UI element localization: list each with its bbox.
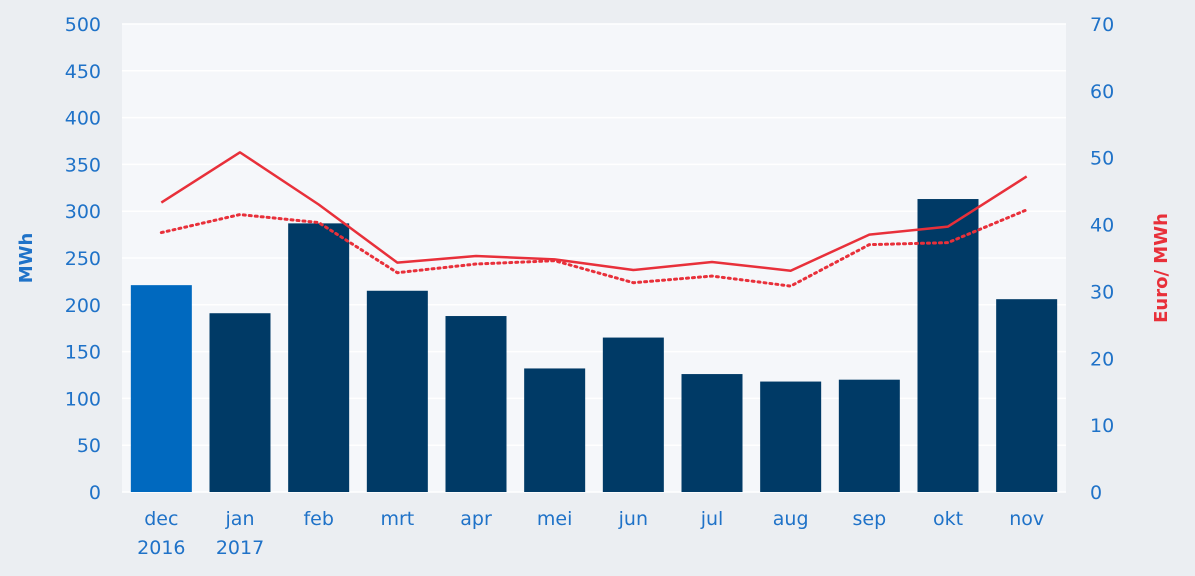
left-tick-label: 350 [65, 154, 101, 176]
bar-aug [760, 381, 822, 492]
right-axis-ticks: 0 10 20 30 40 50 60 70 [1090, 14, 1114, 504]
bar-jun [602, 337, 664, 492]
right-axis-title: Euro/ MWh [1151, 213, 1172, 323]
category-label: jan [225, 508, 255, 530]
category-label: nov [1009, 508, 1044, 530]
left-tick-label: 100 [65, 388, 101, 410]
category-label: dec [144, 508, 178, 530]
bar-nov [996, 299, 1058, 492]
bar-mrt [366, 290, 428, 492]
right-tick-label: 40 [1090, 215, 1114, 237]
left-tick-label: 50 [77, 435, 101, 457]
right-tick-label: 0 [1090, 482, 1102, 504]
category-label: aug [773, 508, 809, 530]
left-tick-label: 250 [65, 248, 101, 270]
category-label: jul [700, 508, 724, 530]
line-series-solid [160, 151, 1028, 272]
category-label: 2017 [216, 537, 264, 559]
right-tick-label: 10 [1090, 415, 1114, 437]
left-tick-label: 300 [65, 201, 101, 223]
category-label: sep [853, 508, 887, 530]
left-tick-label: 450 [65, 61, 101, 83]
left-tick-label: 0 [89, 482, 101, 504]
bar-apr [445, 316, 507, 492]
bar-jan [209, 313, 271, 492]
grid-lines [122, 23, 1066, 493]
category-label: okt [933, 508, 963, 530]
category-label: jun [618, 508, 648, 530]
line-series [159, 151, 1029, 288]
bar-okt [917, 199, 979, 493]
category-label: apr [460, 508, 492, 530]
left-tick-label: 200 [65, 295, 101, 317]
left-tick-label: 500 [65, 14, 101, 36]
right-tick-label: 70 [1090, 14, 1114, 36]
bar-series [130, 199, 1058, 493]
bar-sep [838, 379, 900, 492]
category-label: mrt [380, 508, 414, 530]
category-axis-ticks: dec 2016 jan 2017 feb mrt apr mei jun jul aug sep ok… [137, 508, 1044, 559]
bar-feb [288, 223, 350, 493]
bar-jul [681, 374, 743, 492]
left-axis-ticks: 0 50 100 150 200 250 300 350 400 450 500 [65, 14, 101, 504]
category-label: feb [303, 508, 333, 530]
right-tick-label: 30 [1090, 281, 1114, 303]
bar-mei [524, 368, 586, 492]
left-tick-label: 400 [65, 108, 101, 130]
line-series-dotted [159, 208, 1029, 288]
category-label: mei [537, 508, 572, 530]
category-label: 2016 [137, 537, 185, 559]
right-tick-label: 50 [1090, 148, 1114, 170]
right-tick-label: 20 [1090, 348, 1114, 370]
bar-dec [130, 285, 192, 492]
left-axis-title: MWh [16, 233, 37, 284]
right-tick-label: 60 [1090, 81, 1114, 103]
left-tick-label: 150 [65, 342, 101, 364]
